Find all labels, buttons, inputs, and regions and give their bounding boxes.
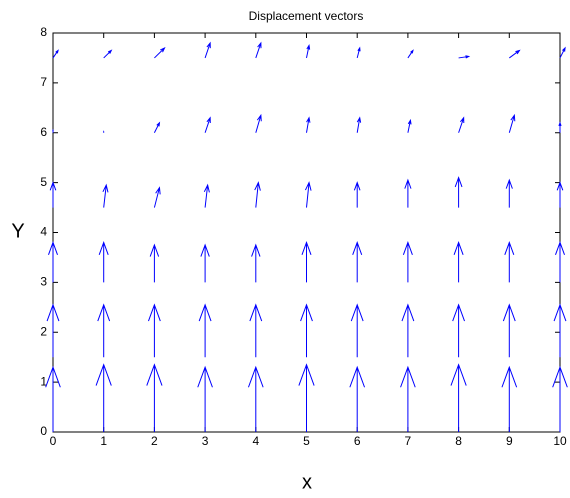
y-tick-label: 0 xyxy=(40,424,47,438)
y-tick-label: 2 xyxy=(40,324,47,338)
arrow xyxy=(53,130,54,132)
x-tick-label: 1 xyxy=(100,434,107,448)
chart-title: Displacement vectors xyxy=(249,9,364,23)
x-tick-label: 3 xyxy=(202,434,209,448)
y-tick-label: 3 xyxy=(40,275,47,289)
y-tick-label: 6 xyxy=(40,125,47,139)
x-tick-label: 8 xyxy=(455,434,462,448)
x-tick-label: 0 xyxy=(50,434,57,448)
y-axis-label: Y xyxy=(11,220,24,242)
x-tick-label: 10 xyxy=(553,434,567,448)
x-tick-label: 7 xyxy=(405,434,412,448)
x-tick-label: 5 xyxy=(303,434,310,448)
x-tick-label: 9 xyxy=(506,434,513,448)
x-tick-label: 6 xyxy=(354,434,361,448)
y-tick-label: 7 xyxy=(40,75,47,89)
x-tick-label: 4 xyxy=(252,434,259,448)
arrow xyxy=(560,48,565,58)
y-tick-label: 5 xyxy=(40,175,47,189)
x-axis-label: x xyxy=(302,471,312,493)
y-tick-label: 4 xyxy=(40,225,47,239)
y-tick-label: 8 xyxy=(40,25,47,39)
x-tick-label: 2 xyxy=(151,434,158,448)
